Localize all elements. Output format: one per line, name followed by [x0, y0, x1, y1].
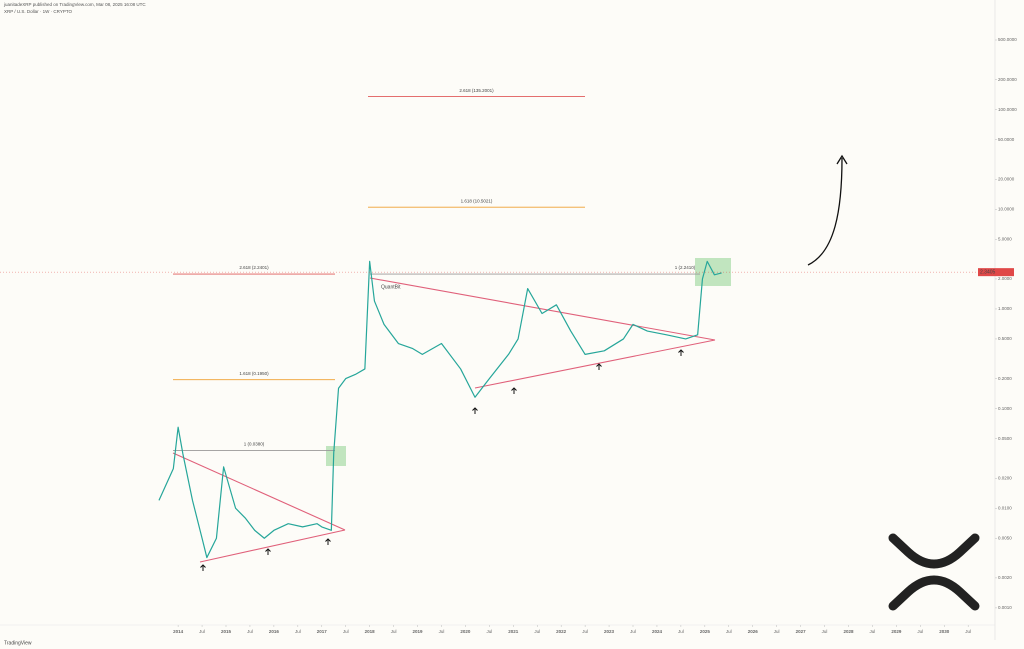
y-tick-label: 1.0000: [998, 306, 1012, 311]
y-tick-label: 0.1000: [998, 406, 1012, 411]
x-tick-label: Jul: [870, 629, 876, 634]
x-tick-label: Jul: [247, 629, 253, 634]
x-tick-label: Jul: [726, 629, 732, 634]
x-tick-label: Jul: [917, 629, 923, 634]
x-tick-label: Jul: [486, 629, 492, 634]
x-tick-label: 2019: [413, 629, 424, 634]
author-line: juanitadeXRP published on TradingView.co…: [3, 2, 146, 7]
x-tick-label: Jul: [774, 629, 780, 634]
y-tick-label: 0.0200: [998, 475, 1012, 480]
fib-label: 2.618 (2.2401): [239, 265, 269, 270]
x-tick-label: 2021: [508, 629, 519, 634]
x-tick-label: 2026: [748, 629, 759, 634]
x-tick-label: Jul: [630, 629, 636, 634]
y-tick-label: 5.0000: [998, 236, 1012, 241]
last-price-tag: [978, 268, 1014, 277]
x-tick-label: 2028: [843, 629, 854, 634]
y-tick-label: 0.0500: [998, 436, 1012, 441]
watermark: QuantBit: [381, 284, 401, 290]
x-tick-label: 2027: [796, 629, 807, 634]
x-tick-label: 2025: [700, 629, 711, 634]
projection-arrow-head: [836, 154, 848, 165]
fib-label: 1 (2.2410): [675, 265, 696, 270]
y-tick-label: 50.0000: [998, 137, 1015, 142]
y-tick-label: 0.5000: [998, 336, 1012, 341]
y-tick-label: 100.0000: [998, 107, 1017, 112]
x-tick-label: 2024: [652, 629, 663, 634]
x-tick-label: 2016: [269, 629, 280, 634]
price-line: [158, 260, 722, 559]
footer: TradingView: [4, 640, 32, 646]
fib-label: 1 (0.0380): [244, 442, 265, 447]
x-tick-label: 2017: [317, 629, 328, 634]
x-tick-label: Jul: [582, 629, 588, 634]
x-tick-label: 2023: [604, 629, 615, 634]
x-tick-label: 2022: [556, 629, 567, 634]
x-tick-label: 2029: [891, 629, 902, 634]
x-tick-label: Jul: [199, 629, 205, 634]
x-tick-label: Jul: [965, 629, 971, 634]
trendlines: [172, 277, 716, 563]
x-tick-label: 2015: [221, 629, 232, 634]
y-tick-label: 20.0000: [998, 176, 1015, 181]
x-tick-label: Jul: [439, 629, 445, 634]
y-tick-label: 2.0000: [998, 276, 1012, 281]
y-tick-label: 10.0000: [998, 206, 1015, 211]
y-tick-label: 200.0000: [998, 77, 1017, 82]
touch-arrows: [200, 349, 684, 571]
x-tick-label: 2018: [365, 629, 376, 634]
symbol-line: XRP / U.S. Dollar · 1W · CRYPTO: [4, 9, 73, 14]
x-tick-label: Jul: [678, 629, 684, 634]
y-tick-label: 0.0020: [998, 575, 1012, 580]
x-tick-label: Jul: [343, 629, 349, 634]
y-tick-label: 500.0000: [998, 37, 1017, 42]
last-price-label: 2.3405: [980, 269, 996, 275]
x-tick-label: Jul: [534, 629, 540, 634]
y-tick-label: 0.2000: [998, 376, 1012, 381]
x-tick-label: Jul: [822, 629, 828, 634]
x-tick-label: Jul: [391, 629, 397, 634]
x-tick-label: 2030: [939, 629, 950, 634]
x-tick-label: 2020: [460, 629, 471, 634]
x-tick-label: Jul: [295, 629, 301, 634]
y-tick-label: 0.0010: [998, 605, 1012, 610]
y-tick-label: 0.0050: [998, 535, 1012, 540]
fib-label: 2.618 (135.2001): [459, 88, 494, 93]
x-tick-label: 2014: [173, 629, 184, 634]
fib-label: 1.618 (0.1950): [239, 371, 269, 376]
fib-label: 1.618 (10.5021): [461, 198, 493, 203]
projection-arrow: [807, 157, 843, 266]
xrp-logo: [888, 533, 980, 611]
breakout-box: [326, 446, 346, 466]
y-tick-label: 0.0100: [998, 505, 1012, 510]
